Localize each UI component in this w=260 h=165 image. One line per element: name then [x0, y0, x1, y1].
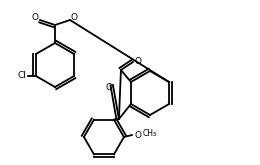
Text: O: O	[134, 56, 141, 66]
Text: CH₃: CH₃	[143, 129, 157, 137]
Text: O: O	[31, 14, 38, 22]
Text: Cl: Cl	[17, 71, 26, 81]
Text: O: O	[70, 14, 77, 22]
Text: O: O	[134, 131, 141, 139]
Text: O: O	[106, 82, 112, 92]
